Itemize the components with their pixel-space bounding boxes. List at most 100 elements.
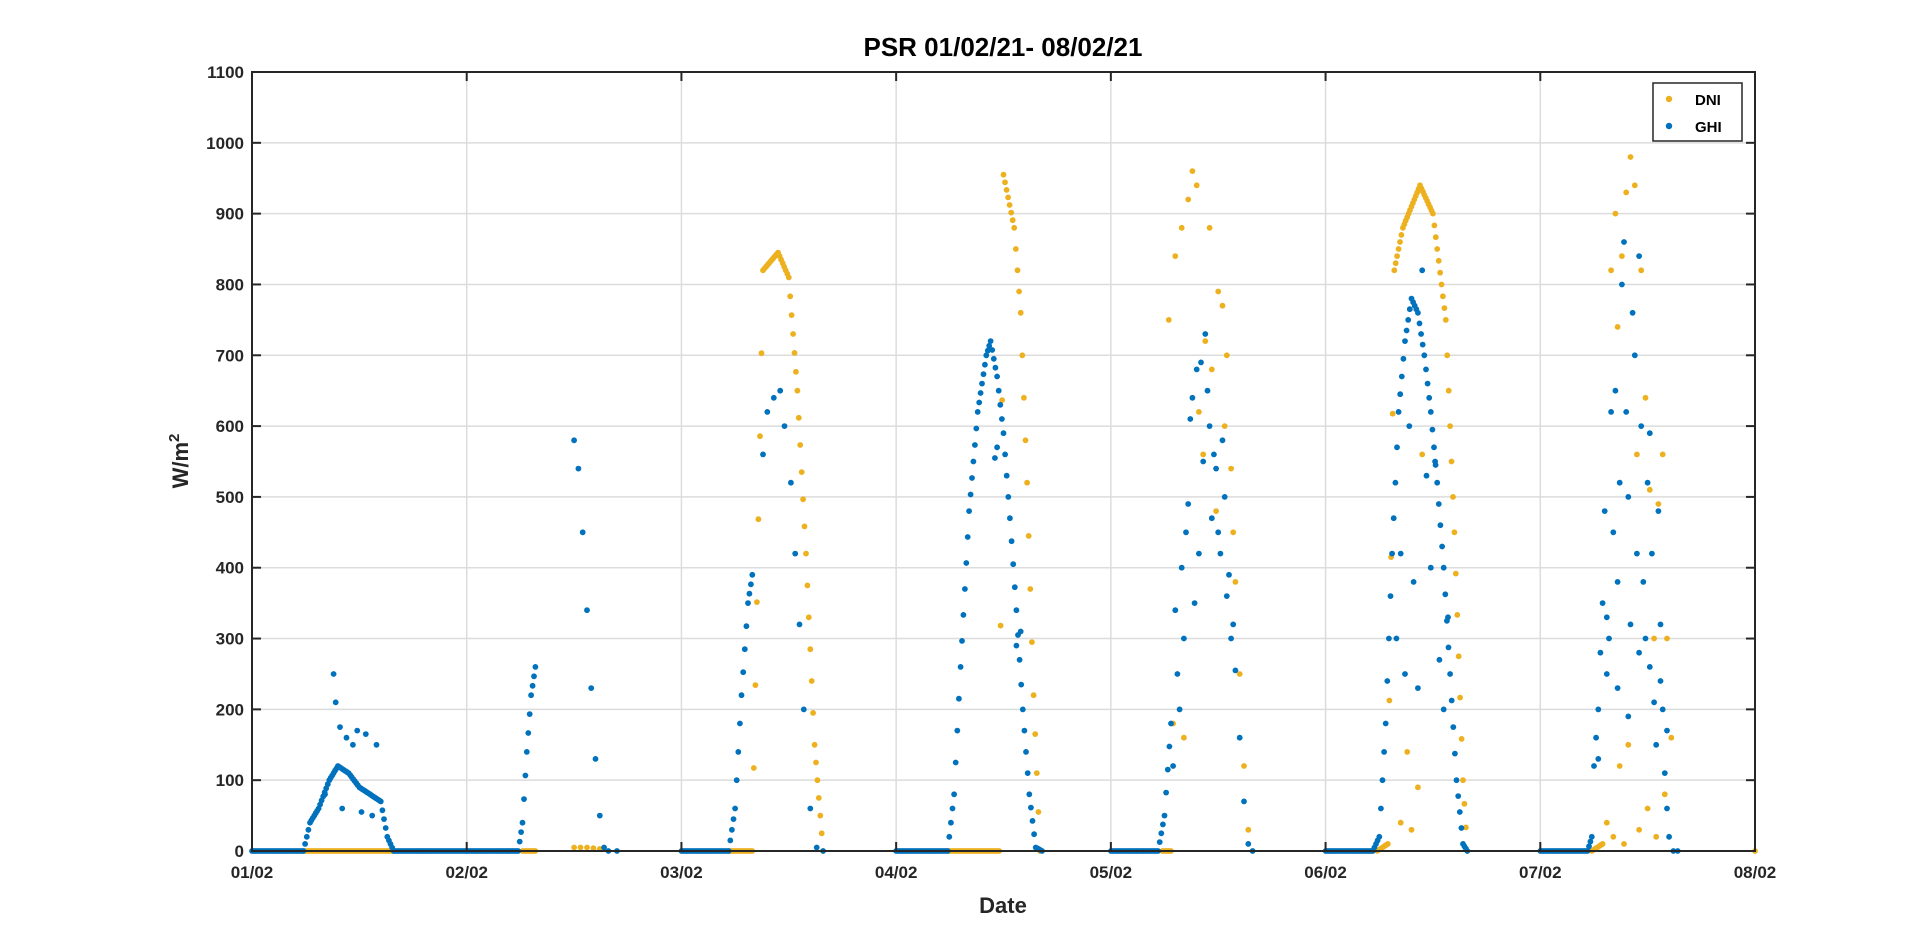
data-point-ghi xyxy=(1601,508,1608,514)
data-point-dni xyxy=(997,622,1004,629)
data-point-ghi xyxy=(1208,515,1215,522)
data-point-ghi xyxy=(1440,564,1447,571)
legend-label-ghi: GHI xyxy=(1695,119,1722,136)
data-point-ghi xyxy=(1591,763,1597,769)
data-point-ghi xyxy=(1608,409,1614,415)
data-point-dni xyxy=(1025,533,1032,539)
data-point-dni xyxy=(1438,281,1445,288)
data-point-dni xyxy=(1027,586,1034,592)
data-point-ghi xyxy=(1424,380,1431,387)
data-point-dni xyxy=(1653,833,1660,840)
data-point-ghi xyxy=(1595,756,1602,762)
data-point-ghi xyxy=(1452,750,1458,757)
data-point-ghi xyxy=(1161,812,1168,819)
data-point-ghi xyxy=(1612,387,1619,394)
data-point-ghi xyxy=(970,458,977,465)
data-point-ghi xyxy=(526,711,533,717)
data-series xyxy=(249,154,1758,854)
data-point-dni xyxy=(1398,232,1405,238)
data-point-ghi xyxy=(1455,793,1462,799)
data-point-ghi xyxy=(1415,685,1421,691)
data-point-ghi xyxy=(1172,607,1179,614)
data-point-dni xyxy=(1664,635,1670,642)
data-point-ghi xyxy=(1189,394,1196,401)
data-point-ghi xyxy=(1440,706,1447,713)
data-point-ghi xyxy=(999,416,1005,422)
data-point-dni xyxy=(1415,784,1421,791)
data-point-ghi xyxy=(1023,749,1029,755)
data-point-dni xyxy=(788,312,795,318)
data-point-ghi xyxy=(1410,579,1417,585)
data-point-dni xyxy=(1450,494,1456,500)
data-point-dni xyxy=(1033,770,1040,776)
data-point-dni xyxy=(1455,653,1462,660)
data-point-ghi xyxy=(1176,706,1183,713)
data-point-dni xyxy=(1384,841,1391,847)
y-axis-title-group: W/m2 xyxy=(166,434,193,489)
data-point-ghi xyxy=(305,826,312,833)
data-point-ghi xyxy=(1397,550,1404,557)
data-point-ghi xyxy=(972,442,978,448)
data-point-dni xyxy=(785,274,792,281)
data-point-ghi xyxy=(1657,678,1664,684)
grid xyxy=(252,72,1755,851)
data-point-ghi xyxy=(1402,671,1408,677)
data-point-ghi xyxy=(1200,458,1207,465)
data-point-ghi xyxy=(571,437,577,444)
y-axis-title-main: W/m xyxy=(168,442,193,488)
data-point-ghi xyxy=(1426,394,1433,401)
data-point-ghi xyxy=(992,364,999,371)
data-point-ghi xyxy=(1629,309,1636,316)
data-point-ghi xyxy=(962,586,968,592)
data-point-dni xyxy=(1408,826,1415,833)
plot-area xyxy=(252,72,1755,851)
data-point-dni xyxy=(1032,731,1039,737)
data-point-ghi xyxy=(983,352,990,359)
data-point-ghi xyxy=(1016,656,1023,663)
data-point-ghi xyxy=(1445,644,1452,651)
data-point-dni xyxy=(1006,202,1013,208)
data-point-ghi xyxy=(990,355,997,362)
data-point-ghi xyxy=(1423,366,1429,373)
legend-marker-dni xyxy=(1665,95,1673,103)
data-point-ghi xyxy=(518,829,524,835)
data-point-dni xyxy=(584,844,590,851)
data-point-ghi xyxy=(529,682,536,689)
data-point-ghi xyxy=(1603,671,1610,677)
data-point-ghi xyxy=(1232,667,1239,674)
data-point-dni xyxy=(1185,196,1192,203)
data-point-ghi xyxy=(1610,529,1617,536)
data-point-dni xyxy=(1193,182,1200,189)
data-point-ghi xyxy=(1029,818,1036,824)
data-point-ghi xyxy=(522,772,529,779)
x-tick-label: 02/02 xyxy=(445,863,488,882)
data-point-ghi xyxy=(951,791,957,798)
data-point-ghi xyxy=(979,380,985,387)
data-point-ghi xyxy=(964,534,971,540)
data-point-dni xyxy=(1619,253,1625,259)
data-point-ghi xyxy=(531,673,537,680)
data-point-dni xyxy=(577,844,584,851)
data-point-ghi xyxy=(1387,593,1394,599)
data-point-ghi xyxy=(1623,409,1630,415)
y-tick-label: 600 xyxy=(216,417,244,436)
data-point-ghi xyxy=(1198,359,1204,366)
data-point-ghi xyxy=(1031,831,1037,838)
data-point-ghi xyxy=(1429,426,1436,433)
data-point-ghi xyxy=(1384,678,1391,684)
x-tick-label: 04/02 xyxy=(875,863,918,882)
data-point-ghi xyxy=(749,571,756,578)
data-point-ghi xyxy=(1000,430,1007,437)
data-point-ghi xyxy=(1018,681,1025,688)
data-point-dni xyxy=(1651,635,1657,642)
y-tick-label: 300 xyxy=(216,630,244,649)
data-point-ghi xyxy=(302,841,308,847)
data-point-ghi xyxy=(1024,770,1031,776)
data-point-ghi xyxy=(1636,649,1642,656)
data-point-ghi xyxy=(1415,309,1421,316)
data-point-ghi xyxy=(952,759,959,766)
data-point-ghi xyxy=(1398,373,1405,380)
data-point-ghi xyxy=(1187,416,1194,422)
data-point-dni xyxy=(1448,458,1455,465)
data-point-ghi xyxy=(1431,444,1437,451)
